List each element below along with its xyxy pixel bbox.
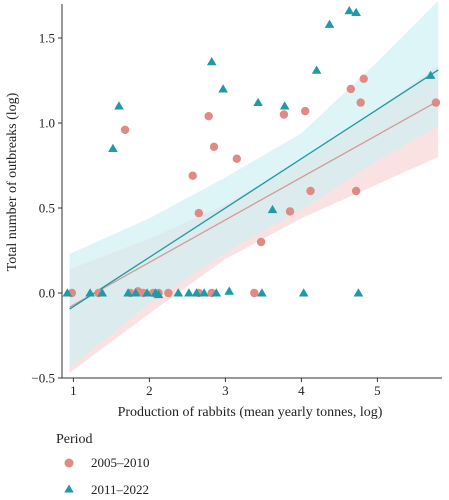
regression-line-1 [69,69,439,310]
regression-line-0 [69,100,439,308]
y-axis-ticks: −0.5 0.0 0.5 1.0 1.5 [31,31,62,386]
data-point-circle [356,98,365,107]
data-point-triangle [199,288,209,297]
data-point-triangle [218,84,228,93]
data-point-circle [285,207,295,216]
x-axis-ticks: 1 2 3 4 5 [70,378,381,398]
data-point-circle [359,74,368,84]
data-point-circle [256,237,266,247]
data-point-triangle [108,143,118,152]
data-point-triangle [311,65,322,74]
data-point-triangle [206,57,217,66]
data-point-circle [194,208,203,218]
legend-marker-circle [64,458,74,468]
data-point-triangle [211,288,222,297]
y-tick-label: −0.5 [31,371,55,386]
data-point-triangle [123,288,133,297]
data-point-circle [306,186,315,196]
x-tick-label: 4 [298,383,305,398]
data-point-triangle [253,97,263,107]
x-tick-label: 5 [374,383,381,398]
legend: Period 2005–2010 2011–2022 [56,432,150,497]
data-point-circle [232,154,241,163]
data-point-triangle [191,288,202,297]
data-point-circle [351,186,361,196]
y-tick-label: 0.5 [39,201,55,216]
legend-title: Period [56,432,93,447]
y-tick-label: 1.0 [39,116,55,131]
data-point-triangle [353,288,364,297]
data-point-triangle [62,288,73,297]
y-tick-label: 1.5 [39,31,55,46]
data-point-triangle [257,288,267,297]
data-point-triangle [153,289,164,299]
data-point-triangle [425,70,436,79]
data-point-triangle [173,288,184,297]
data-point-triangle [324,19,335,28]
data-point-circle [164,288,173,298]
data-points [62,6,441,299]
x-axis-label: Production of rabbits (mean yearly tonne… [118,405,383,420]
data-point-triangle [224,286,234,295]
data-point-circle [120,125,130,134]
data-point-triangle [130,288,141,297]
x-tick-label: 3 [222,383,229,398]
data-point-triangle [279,101,290,110]
data-point-circle [250,288,259,298]
data-point-circle [346,84,355,94]
legend-marker-triangle [64,484,74,493]
data-point-triangle [142,288,152,297]
y-axis-label: Total number of outbreaks (log) [5,92,20,271]
legend-label-2005-2010: 2005–2010 [91,455,150,470]
legend-label-2011-2022: 2011–2022 [91,482,149,497]
data-point-triangle [351,7,361,16]
data-point-circle [279,110,289,119]
x-tick-label: 1 [70,383,77,398]
data-point-triangle [114,101,124,110]
data-point-circle [204,112,213,121]
axes [61,4,442,379]
y-tick-label: 0.0 [39,286,55,301]
confidence-bands [69,0,439,373]
data-point-triangle [344,6,355,15]
regression-lines [69,69,439,310]
data-point-triangle [85,288,95,297]
data-point-triangle [97,288,108,297]
data-point-circle [188,171,197,180]
data-point-circle [431,98,441,107]
data-point-triangle [184,288,194,297]
data-point-triangle [298,288,309,297]
data-point-circle [301,106,310,116]
data-point-circle [209,142,219,151]
data-point-triangle [267,204,278,214]
x-tick-label: 2 [146,383,153,398]
confidence-band-1 [69,0,439,368]
